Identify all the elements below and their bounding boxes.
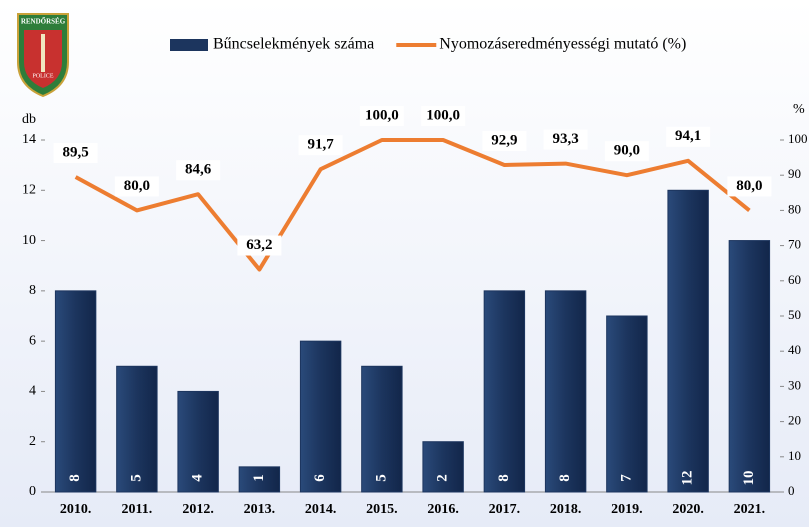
bar-value-label: 12 bbox=[680, 471, 696, 486]
y-tick-label: 4 bbox=[29, 384, 36, 399]
y2-tick-label: 10 bbox=[788, 448, 801, 463]
x-tick-label: 2013. bbox=[244, 502, 276, 517]
x-tick-label: 2019. bbox=[611, 502, 643, 517]
line-value-label: 80,0 bbox=[124, 178, 150, 194]
bar bbox=[177, 390, 219, 493]
value-label-box bbox=[482, 130, 527, 151]
y-tick-label: 8 bbox=[29, 283, 36, 298]
line-value-label: 84,6 bbox=[185, 162, 212, 178]
y2-tick-label: 100 bbox=[788, 131, 808, 146]
x-tick-label: 2021. bbox=[734, 502, 766, 517]
x-tick-label: 2011. bbox=[122, 502, 153, 517]
y2-tick-label: 40 bbox=[788, 342, 801, 357]
bar-value-label: 6 bbox=[312, 474, 328, 482]
x-tick-label: 2010. bbox=[60, 502, 92, 517]
value-label-box bbox=[176, 160, 221, 181]
x-tick-label: 2018. bbox=[550, 502, 582, 517]
bar-value-label: 7 bbox=[618, 474, 634, 482]
line-value-label: 63,2 bbox=[246, 237, 272, 253]
y-tick-label: 2 bbox=[29, 434, 36, 449]
bar bbox=[422, 441, 464, 493]
legend-label: Nyomozáseredményességi mutató (%) bbox=[439, 36, 686, 53]
line-value-label: 90,0 bbox=[614, 143, 640, 159]
line-value-label: 91,7 bbox=[308, 137, 335, 153]
bar-value-label: 8 bbox=[557, 474, 573, 482]
y-tick-label: 12 bbox=[22, 183, 36, 198]
line-value-label: 100,0 bbox=[365, 107, 399, 123]
value-label-box bbox=[727, 176, 772, 197]
y2-tick-label: 60 bbox=[788, 272, 801, 287]
bar bbox=[728, 240, 771, 493]
y-axis-title: db bbox=[22, 112, 36, 127]
x-tick-label: 2020. bbox=[672, 502, 704, 517]
legend-label: Bűncselekmények száma bbox=[213, 36, 374, 53]
y2-axis-title: % bbox=[793, 102, 805, 117]
line bbox=[74, 138, 751, 272]
y2-tick-label: 30 bbox=[788, 377, 801, 392]
y2-tick-label: 20 bbox=[788, 413, 801, 428]
line-value-label: 94,1 bbox=[675, 128, 701, 144]
bar bbox=[361, 365, 403, 493]
logo: RENDŐRSÉG POLICE bbox=[17, 13, 69, 98]
logo-bottom: POLICE bbox=[33, 73, 54, 79]
value-label-box bbox=[604, 141, 649, 162]
bar bbox=[667, 189, 709, 493]
y-tick-label: 6 bbox=[29, 333, 36, 348]
bar-value-label: 1 bbox=[251, 474, 267, 482]
line-value-label: 100,0 bbox=[426, 107, 460, 123]
legend-swatch bbox=[170, 39, 208, 51]
y2-tick-label: 80 bbox=[788, 201, 801, 216]
bar bbox=[299, 340, 342, 493]
x-tick-label: 2014. bbox=[305, 502, 337, 517]
y2-tick-label: 0 bbox=[788, 483, 795, 498]
bar bbox=[544, 290, 587, 493]
bar bbox=[54, 290, 97, 493]
value-label-box bbox=[237, 235, 282, 256]
value-label-box bbox=[421, 106, 466, 126]
bar bbox=[606, 315, 648, 493]
y2-tick-label: 50 bbox=[788, 307, 801, 322]
bar bbox=[483, 290, 526, 493]
y-tick-label: 0 bbox=[29, 484, 36, 499]
bar-value-label: 5 bbox=[373, 474, 389, 482]
line-value-label: 93,3 bbox=[553, 131, 579, 147]
y-tick-label: 14 bbox=[22, 132, 36, 147]
bar bbox=[116, 365, 158, 493]
value-label-box bbox=[543, 129, 588, 150]
x-tick-label: 2016. bbox=[427, 502, 459, 517]
y-tick-label: 10 bbox=[22, 233, 36, 248]
value-label-box bbox=[114, 176, 159, 197]
bar-value-label: 8 bbox=[67, 474, 83, 482]
bar-value-label: 4 bbox=[190, 474, 206, 482]
x-tick-label: 2012. bbox=[182, 502, 214, 517]
x-tick-label: 2015. bbox=[366, 502, 398, 517]
logo-top: RENDŐRSÉG bbox=[21, 18, 66, 26]
x-tick-label: 2017. bbox=[489, 502, 521, 517]
logo-sword bbox=[41, 34, 45, 72]
value-label-box bbox=[298, 135, 343, 156]
bar bbox=[238, 466, 281, 493]
bar-value-label: 10 bbox=[741, 471, 757, 486]
line-value-label: 92,9 bbox=[491, 132, 517, 148]
value-label-box bbox=[359, 106, 404, 126]
value-label-box bbox=[666, 126, 711, 147]
line-value-label: 80,0 bbox=[736, 178, 762, 194]
y2-tick-label: 90 bbox=[788, 166, 801, 181]
bar-value-label: 5 bbox=[128, 474, 144, 482]
line-value-label: 89,5 bbox=[63, 144, 89, 160]
y2-tick-label: 70 bbox=[788, 237, 801, 252]
value-label-box bbox=[53, 142, 98, 163]
bar-value-label: 8 bbox=[496, 474, 512, 482]
bar-value-label: 2 bbox=[435, 474, 451, 482]
